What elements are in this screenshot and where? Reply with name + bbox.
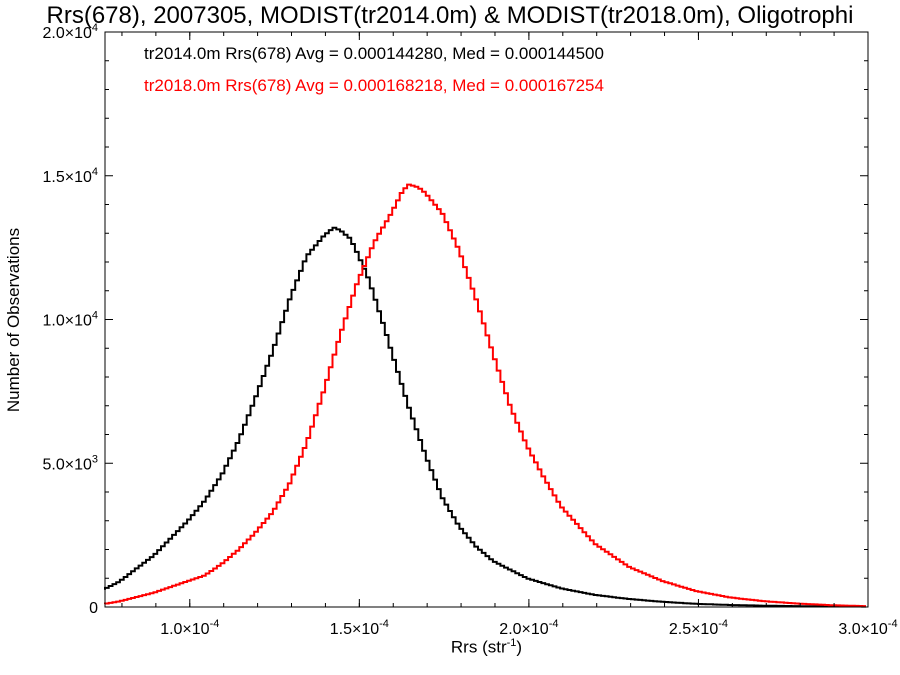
y-ticks: 0 5.0×103 1.0×104 1.5×104 2.0×104	[42, 22, 868, 617]
x-tick-label-2: 2.0×10-4	[499, 618, 558, 638]
series-line-2	[104, 183, 866, 608]
series-line-1	[104, 226, 866, 608]
y-tick-label-4: 2.0×104	[42, 22, 98, 42]
x-tick-label-4: 3.0×10-4	[838, 618, 897, 638]
x-tick-label-0: 1.0×10-4	[160, 618, 219, 638]
x-axis-label: Rrs (str-1)	[105, 637, 868, 658]
x-tick-label-1: 1.5×10-4	[330, 618, 389, 638]
y-tick-label-2: 1.0×104	[42, 310, 98, 330]
y-tick-label-1: 5.0×103	[42, 453, 98, 473]
series-layer	[104, 183, 866, 608]
chart-title: Rrs(678), 2007305, MODIST(tr2014.0m) & M…	[46, 2, 854, 29]
x-ticks: 1.0×10-4 1.5×10-4 2.0×10-4 2.5×10-4 3.0×10-4	[121, 32, 898, 638]
x-tick-label-3: 2.5×10-4	[669, 618, 728, 638]
legend-series-1-stats: tr2014.0m Rrs(678) Avg = 0.000144280, Me…	[144, 44, 604, 63]
x-axis-label-text: Rrs (str	[450, 637, 507, 657]
plot-frame	[104, 31, 869, 608]
y-axis-label: Number of Observations	[4, 227, 23, 413]
x-axis-label-close: )	[516, 637, 523, 657]
y-tick-label-0: 0	[89, 600, 98, 617]
y-tick-label-3: 1.5×104	[42, 166, 98, 186]
x-axis-label-sup: -1	[506, 637, 517, 649]
legend-series-2-stats: tr2018.0m Rrs(678) Avg = 0.000168218, Me…	[144, 76, 604, 95]
